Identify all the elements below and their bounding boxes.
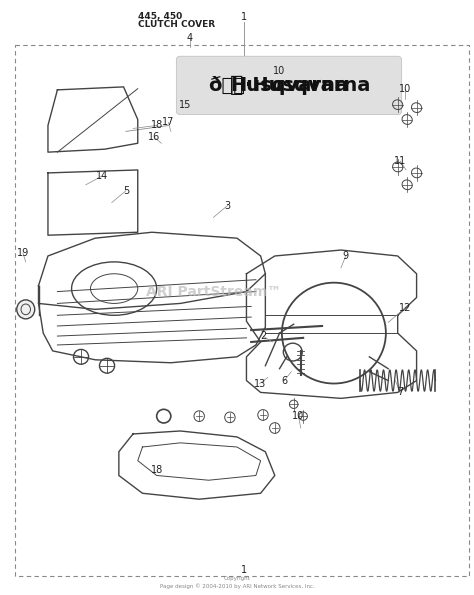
Text: 7: 7	[397, 387, 403, 397]
Text: 13: 13	[254, 378, 266, 389]
Text: 18: 18	[151, 465, 163, 475]
FancyBboxPatch shape	[176, 56, 401, 115]
Text: 5: 5	[123, 186, 129, 196]
Text: Copyright
Page design © 2004-2010 by ARI Network Services, Inc.: Copyright Page design © 2004-2010 by ARI…	[160, 577, 314, 589]
Ellipse shape	[17, 300, 35, 319]
Text: ð·Husqvarna: ð·Husqvarna	[208, 76, 370, 95]
Text: CLUTCH COVER: CLUTCH COVER	[138, 20, 215, 29]
Text: 16: 16	[148, 132, 160, 142]
Text: 1: 1	[241, 565, 247, 575]
Text: 4: 4	[187, 33, 193, 43]
Bar	[15, 45, 469, 577]
Text: Husqvarna: Husqvarna	[230, 76, 348, 95]
Text: 18: 18	[151, 120, 163, 130]
Text: 15: 15	[179, 100, 191, 109]
Text: ⓭: ⓭	[230, 76, 244, 95]
Text: 11: 11	[394, 156, 406, 166]
Text: ARI PartStream™: ARI PartStream™	[146, 284, 281, 299]
Text: 14: 14	[96, 171, 109, 181]
Text: 10: 10	[399, 84, 411, 93]
Text: 12: 12	[399, 303, 411, 313]
Text: 19: 19	[17, 248, 29, 258]
Text: 445, 450: 445, 450	[138, 11, 182, 21]
Text: 6: 6	[281, 375, 287, 386]
Text: 10: 10	[273, 66, 286, 76]
Text: 1: 1	[241, 11, 247, 21]
Text: 2: 2	[260, 331, 266, 341]
Text: 17: 17	[162, 117, 174, 127]
Text: 10: 10	[292, 411, 305, 421]
Text: 3: 3	[225, 201, 231, 211]
Text: 9: 9	[343, 251, 349, 261]
